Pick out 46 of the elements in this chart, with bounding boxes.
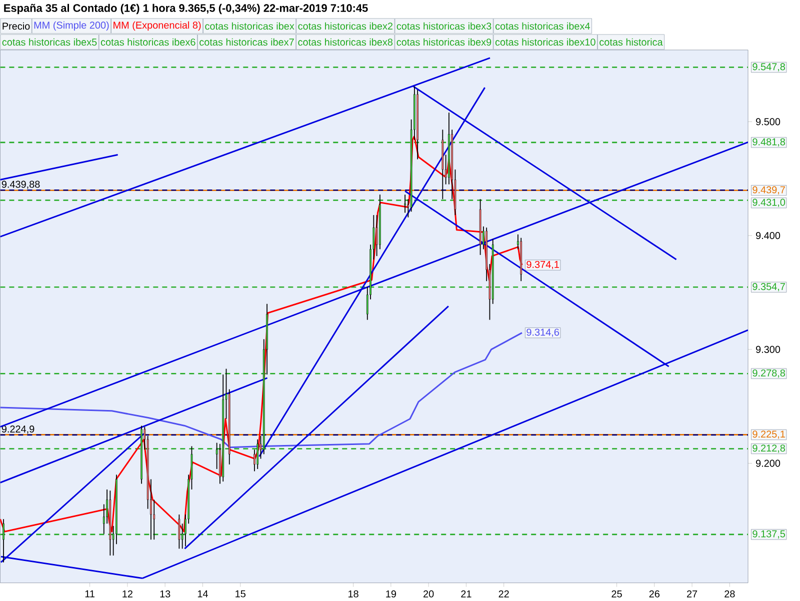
y-tick-label: 9.200 bbox=[756, 460, 780, 467]
text: cotas historicas ibex7 bbox=[200, 38, 294, 46]
data-label: 9.374,1 bbox=[526, 261, 559, 270]
ref-line-label: 9.354,7 bbox=[752, 283, 785, 292]
text: cotas historicas ibex bbox=[205, 22, 294, 30]
x-tick-label: 19 bbox=[386, 590, 396, 598]
y-tick-label: 9.500 bbox=[756, 118, 780, 126]
data-label: 9.314,6 bbox=[526, 328, 559, 338]
chart-title: España 35 al Contado (1€) 1 hora 9.365,5 (-0,34%) 22-mar-2019 7:10:45 bbox=[4, 4, 368, 14]
text: MM (Exponencial 8) bbox=[114, 21, 201, 31]
x-tick-label: 18 bbox=[348, 590, 358, 598]
y-tick-label: 9.400 bbox=[756, 232, 780, 240]
text: Precio bbox=[2, 22, 30, 30]
x-tick-label: 11 bbox=[85, 590, 94, 598]
ref-line-label: 9.278,8 bbox=[752, 370, 786, 378]
ref-line-label: 9.547,8 bbox=[752, 63, 786, 72]
x-tick-label: 13 bbox=[160, 590, 170, 598]
ref-line-label: 9.225,1 bbox=[752, 430, 785, 439]
text: cotas historicas ibex3 bbox=[396, 22, 492, 30]
x-tick-label: 27 bbox=[686, 590, 698, 598]
x-tick-label: 22 bbox=[498, 590, 509, 598]
ref-line-label: 9.212,8 bbox=[752, 444, 786, 453]
text: cotas historicas ibex9 bbox=[396, 38, 492, 46]
x-tick-label: 20 bbox=[424, 590, 434, 598]
y-tick-label: 9.300 bbox=[756, 346, 780, 354]
x-tick-label: 25 bbox=[612, 590, 622, 598]
x-tick-label: 21 bbox=[461, 590, 472, 598]
text: MM (Simple 200) bbox=[34, 21, 109, 31]
text: cotas historicas ibex10 bbox=[495, 38, 596, 46]
x-tick-label: 15 bbox=[236, 590, 246, 598]
ref-line-label: 9.224,9 bbox=[2, 426, 34, 434]
x-tick-label: 12 bbox=[122, 590, 132, 598]
text: cotas historica bbox=[600, 38, 663, 46]
text: cotas historicas ibex8 bbox=[298, 38, 393, 46]
text: cotas historicas ibex6 bbox=[100, 38, 196, 46]
text: cotas historicas ibex4 bbox=[495, 22, 590, 30]
ref-line-label: 9.439,88 bbox=[2, 180, 40, 190]
ref-line-label: 9.481,8 bbox=[752, 138, 786, 147]
x-tick-label: 26 bbox=[649, 590, 660, 598]
text: cotas historicas ibex2 bbox=[298, 22, 393, 30]
text: cotas historicas ibex5 bbox=[2, 38, 97, 46]
ref-line-label: 9.439,7 bbox=[752, 186, 785, 195]
ref-line-label: 9.137,5 bbox=[752, 530, 786, 539]
x-tick-label: 14 bbox=[198, 590, 208, 598]
ref-line-label: 9.431,0 bbox=[752, 198, 786, 208]
x-tick-label: 28 bbox=[724, 590, 735, 598]
